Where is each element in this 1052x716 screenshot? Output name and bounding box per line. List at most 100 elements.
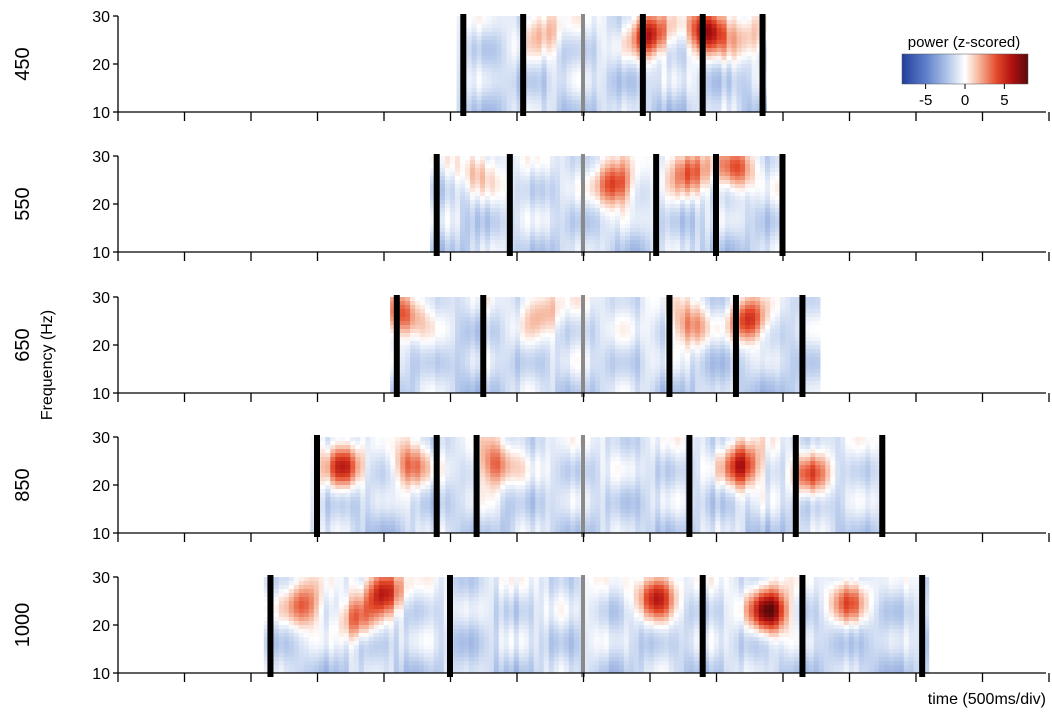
heatmap-cell [490, 160, 495, 164]
heatmap-cell [487, 76, 492, 80]
heatmap-cell [435, 325, 440, 329]
heatmap-cell [640, 357, 645, 361]
heatmap-cell [590, 313, 595, 317]
heatmap-cell [525, 228, 530, 232]
heatmap-cell [450, 172, 455, 176]
heatmap-cell [532, 84, 537, 88]
heatmap-cell [535, 216, 540, 220]
heatmap-cell [667, 16, 672, 20]
heatmap-cell [590, 317, 595, 321]
heatmap-cell [645, 220, 650, 224]
heatmap-cell [672, 68, 677, 72]
heatmap-cell [660, 212, 665, 216]
heatmap-cell [740, 156, 745, 160]
heatmap-cell [482, 44, 487, 48]
heatmap-cell [670, 184, 675, 188]
heatmap-cell [605, 297, 610, 301]
heatmap-cell [645, 353, 650, 357]
heatmap-cell [460, 204, 465, 208]
heatmap-cell [690, 377, 695, 381]
heatmap-cell [530, 349, 535, 353]
heatmap-cell [627, 96, 632, 100]
heatmap-cell [530, 240, 535, 244]
heatmap-cell [740, 385, 745, 389]
heatmap-cell [615, 313, 620, 317]
heatmap-cell [695, 329, 700, 333]
heatmap-cell [555, 369, 560, 373]
heatmap-cell [735, 216, 740, 220]
heatmap-cell [540, 240, 545, 244]
heatmap-cell [430, 321, 435, 325]
heatmap-cell [692, 64, 697, 68]
heatmap-cell [515, 345, 520, 349]
heatmap-cell [550, 240, 555, 244]
heatmap-cell [495, 341, 500, 345]
heatmap-cell [440, 381, 445, 385]
heatmap-cell [715, 325, 720, 329]
heatmap-cell [652, 56, 657, 60]
heatmap-cell [630, 333, 635, 337]
heatmap-cell [490, 349, 495, 353]
heatmap-cell [710, 381, 715, 385]
heatmap-cell [520, 385, 525, 389]
heatmap-cell [645, 156, 650, 160]
heatmap-cell [695, 381, 700, 385]
heatmap-cell [740, 160, 745, 164]
heatmap-cell [645, 309, 650, 313]
heatmap-cell [520, 156, 525, 160]
heatmap-cell [530, 381, 535, 385]
heatmap-cell [655, 337, 660, 341]
heatmap-cell [455, 160, 460, 164]
heatmap-cell [627, 44, 632, 48]
heatmap-cell [615, 232, 620, 236]
heatmap-cell [532, 56, 537, 60]
heatmap-cell [705, 317, 710, 321]
heatmap-cell [610, 208, 615, 212]
heatmap-cell [430, 385, 435, 389]
heatmap-cell [640, 365, 645, 369]
heatmap-cell [695, 240, 700, 244]
heatmap-cell [700, 208, 705, 212]
heatmap-cell [635, 224, 640, 228]
heatmap-cell [682, 104, 687, 108]
heatmap-cell [647, 68, 652, 72]
heatmap-cell [665, 160, 670, 164]
heatmap-cell [585, 385, 590, 389]
heatmap-cell [660, 220, 665, 224]
heatmap-cell [635, 333, 640, 337]
heatmap-cell [435, 297, 440, 301]
heatmap-cell [430, 301, 435, 305]
heatmap-cell [625, 309, 630, 313]
heatmap-cell [615, 188, 620, 192]
heatmap-cell [662, 64, 667, 68]
heatmap-cell [440, 321, 445, 325]
heatmap-cell [650, 345, 655, 349]
heatmap-cell [650, 341, 655, 345]
heatmap-cell [560, 357, 565, 361]
heatmap-cell [635, 365, 640, 369]
heatmap-cell [760, 180, 765, 184]
heatmap-cell [482, 88, 487, 92]
heatmap-cell [610, 321, 615, 325]
heatmap-cell [440, 317, 445, 321]
heatmap-cell [707, 84, 712, 88]
heatmap-cell [620, 200, 625, 204]
heatmap-cell [490, 224, 495, 228]
heatmap-cell [435, 357, 440, 361]
heatmap-cell [685, 200, 690, 204]
heatmap-cell [617, 32, 622, 36]
heatmap-cell [625, 164, 630, 168]
heatmap-cell [592, 24, 597, 28]
heatmap-cell [655, 297, 660, 301]
heatmap-cell [655, 357, 660, 361]
heatmap-cell [490, 164, 495, 168]
heatmap-cell [605, 184, 610, 188]
heatmap-cell [555, 240, 560, 244]
heatmap-cell [597, 100, 602, 104]
heatmap-cell [620, 184, 625, 188]
heatmap-cell [740, 220, 745, 224]
heatmap-cell [405, 321, 410, 325]
heatmap-cell [465, 365, 470, 369]
heatmap-cell [445, 369, 450, 373]
heatmap-cell [557, 92, 562, 96]
